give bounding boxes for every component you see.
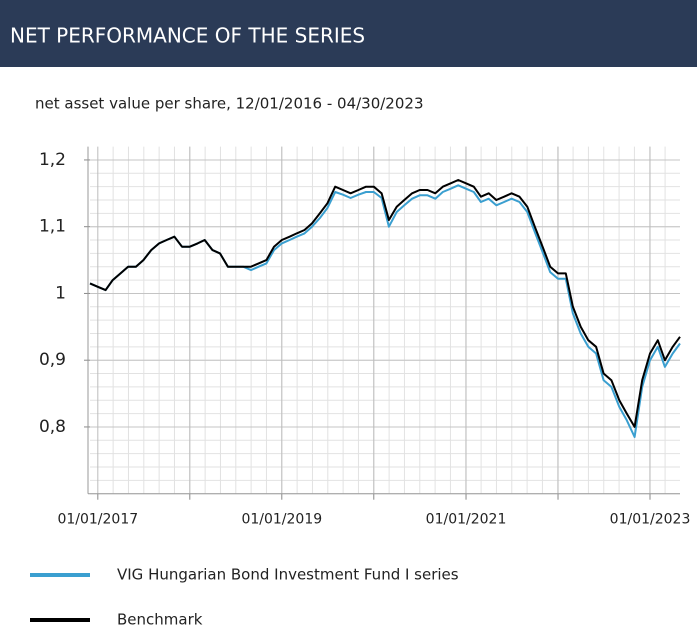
series-line [89, 179, 681, 428]
y-tick-label: 0,8 [39, 417, 66, 437]
chart-title: NET PERFORMANCE OF THE SERIES [10, 24, 365, 48]
legend-label: Benchmark [117, 611, 203, 628]
y-tick-label: 0,9 [39, 350, 66, 370]
header-band [0, 0, 697, 67]
x-tick-label: 01/01/2021 [426, 512, 507, 528]
series-line [89, 184, 681, 438]
y-tick-label: 1,2 [39, 150, 66, 170]
x-tick-label: 01/01/2017 [57, 512, 138, 528]
subtitle: net asset value per share, 12/01/2016 - … [35, 95, 423, 113]
y-tick-label: 1,1 [39, 217, 66, 237]
legend-label: VIG Hungarian Bond Investment Fund I ser… [117, 566, 459, 584]
x-tick-label: 01/01/2023 [610, 512, 691, 528]
y-tick-label: 1 [55, 283, 66, 303]
x-tick-label: 01/01/2019 [241, 512, 322, 528]
